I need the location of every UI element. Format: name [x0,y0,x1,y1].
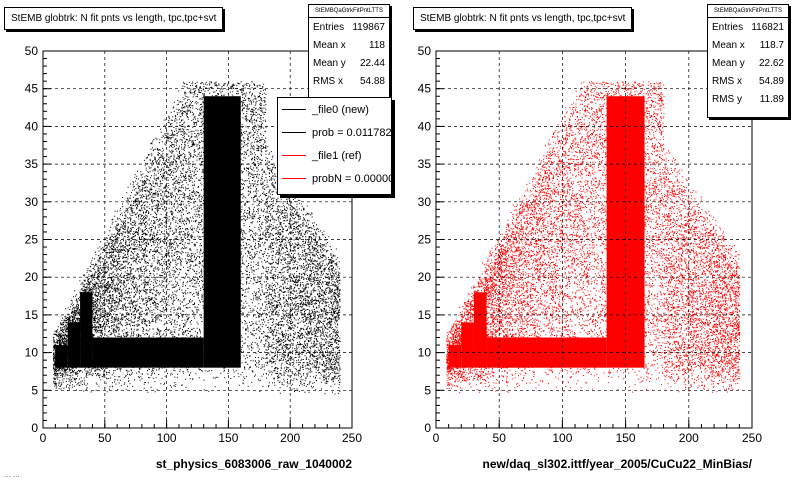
stats-label: RMS x [313,75,343,87]
x-tick-label: 150 [218,431,238,445]
x-tick-label: 100 [157,431,177,445]
left-stats-box: StEMBQaGtrkFitPntLTTS Entries 119867 Mean … [308,4,390,98]
y-tick-label: 10 [418,346,432,360]
y-tick-label: 45 [418,82,432,96]
x-axis-label: st_physics_6083006_raw_1040002 [156,457,352,471]
x-tick-label: 0 [40,431,47,445]
legend-entry: prob = 0.011782 [278,121,391,144]
legend-entry: _file1 (ref) [278,144,391,167]
y-tick-label: 30 [25,195,39,209]
y-tick-label: 40 [418,119,432,133]
scatter-points [52,81,341,395]
stats-label: Mean x [712,39,745,51]
stats-row: Mean x 118.7 [708,36,788,54]
stats-value: 54.89 [758,75,784,87]
legend-label: _file1 (ref) [312,149,362,162]
stats-name: StEMBQaGtrkFitPntLTTS [309,5,389,18]
stats-row: RMS y 11.89 [708,90,788,108]
y-tick-label: 35 [418,157,432,171]
left-plot-title: StEMB globtrk: N fit pnts vs length, tpc… [4,7,224,30]
stats-label: RMS y [712,93,742,105]
x-tick-label: 150 [616,431,636,445]
x-tick-label: 200 [679,431,699,445]
x-tick-label: 250 [742,431,762,445]
y-tick-label: 45 [25,82,39,96]
stats-value: 54.88 [359,75,385,87]
dense-region [448,345,462,368]
y-tick-label: 15 [418,308,432,322]
y-tick-label: 0 [424,421,431,435]
y-tick-label: 50 [25,44,39,58]
x-tick-label: 50 [98,431,112,445]
stats-label: Mean y [313,57,346,69]
legend-line-swatch [282,155,306,156]
y-tick-label: 10 [25,346,39,360]
stats-row: Mean x 118 [309,36,389,54]
legend-entry: _file0 (new) [278,98,391,121]
stats-row: RMS x 54.89 [708,72,788,90]
stats-label: Entries [712,21,744,33]
legend: _file0 (new) prob = 0.011782 _file1 (ref) p… [277,97,392,195]
y-tick-label: 20 [418,270,432,284]
y-tick-label: 20 [25,270,39,284]
stats-value: 11.89 [759,93,784,105]
stats-value: 22.44 [359,57,385,69]
x-tick-label: 200 [280,431,300,445]
y-tick-label: 25 [25,233,39,247]
dense-region [80,292,93,368]
y-tick-label: 25 [418,233,432,247]
right-stats-box: StEMBQaGtrkFitPntLTTS Entries 116821 Mean … [707,4,789,118]
legend-entry: probN = 0.000000 [278,167,391,190]
x-axis-label: new/daq_sl302.ittf/year_2005/CuCu22_MinB… [483,457,753,471]
y-tick-label: 15 [25,308,39,322]
y-tick-label: 0 [31,421,38,435]
stats-value: 118 [369,39,385,51]
dense-region [55,345,68,368]
legend-line-swatch [282,132,306,133]
stats-row: Entries 116821 [708,18,788,36]
x-tick-label: 250 [342,431,362,445]
dense-region [67,322,81,368]
y-tick-label: 40 [25,119,39,133]
stats-row: RMS x 54.88 [309,72,389,90]
legend-label: prob = 0.011782 [312,126,392,139]
y-tick-label: 35 [25,157,39,171]
stats-row: Entries 119867 [309,18,389,36]
right-plot-title: StEMB globtrk: N fit pnts vs length, tpc… [413,7,633,30]
x-tick-label: 0 [433,431,440,445]
legend-label: probN = 0.000000 [312,172,392,185]
scatter-point-cloud [52,81,341,395]
stats-row: Mean y 22.44 [309,54,389,72]
stats-label: Entries [313,21,345,33]
stats-value: 116821 [751,21,784,33]
legend-label: _file0 (new) [312,103,369,116]
stats-value: 118.7 [759,39,784,51]
dense-region [461,322,474,368]
dense-region [473,292,487,368]
y-tick-label: 5 [31,383,38,397]
x-tick-label: 50 [493,431,507,445]
y-tick-label: 50 [418,44,432,58]
stats-value: 119867 [352,21,385,33]
y-tick-label: 30 [418,195,432,209]
legend-line-swatch [282,178,306,179]
stats-label: Mean y [712,57,745,69]
scatter-points [446,81,741,394]
legend-line-swatch [282,109,306,110]
y-tick-label: 5 [424,383,431,397]
stats-label: Mean x [313,39,346,51]
dense-region [203,96,241,368]
x-tick-label: 100 [552,431,572,445]
stats-row: Mean y 22.62 [708,54,788,72]
stats-value: 22.62 [758,57,784,69]
stats-label: RMS x [712,75,742,87]
footer-text: ... ... [4,470,20,479]
scatter-point-cloud [446,81,741,394]
right-histogram-panel: 0 50 100 150 200 250 0 5 10 15 20 25 30 35 40 45 50 new/d… [418,44,763,471]
stats-name: StEMBQaGtrkFitPntLTTS [708,5,788,18]
